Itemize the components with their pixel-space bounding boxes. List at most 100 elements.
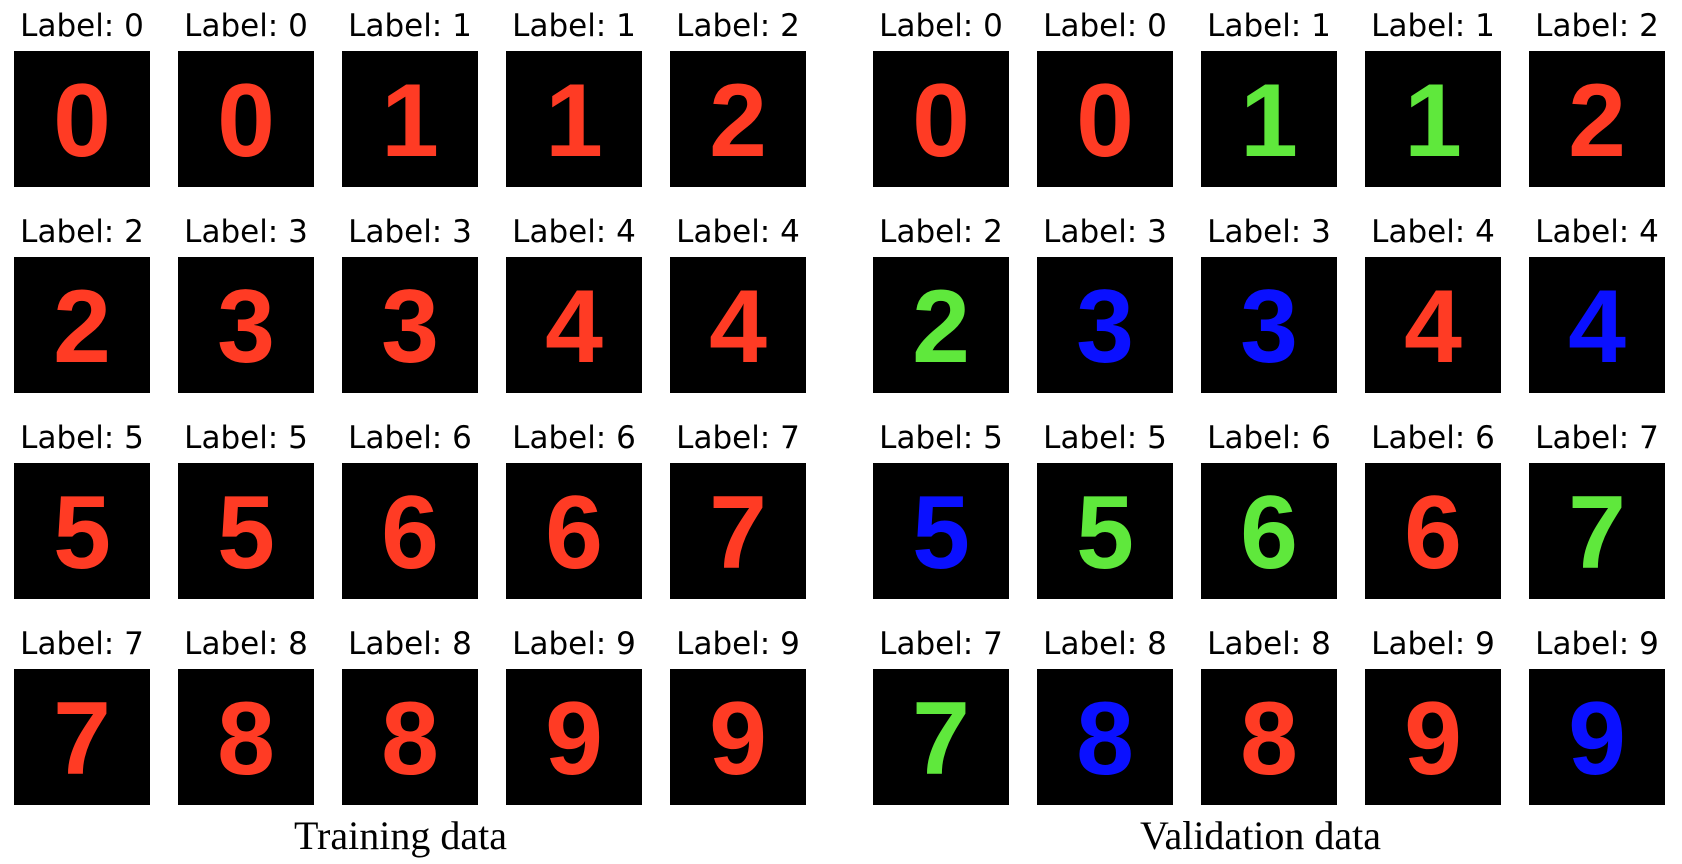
digit-label: Label: 5 — [1043, 420, 1167, 456]
digit-sample: Label: 0 0 — [178, 0, 314, 206]
digit-glyph: 0 — [912, 63, 970, 179]
digit-image: 2 — [670, 51, 806, 187]
digit-image: 3 — [1037, 257, 1173, 393]
digit-glyph: 3 — [217, 269, 275, 385]
digit-glyph: 0 — [217, 63, 275, 179]
digit-label: Label: 4 — [512, 214, 636, 250]
digit-sample: Label: 5 5 — [1037, 412, 1173, 618]
digit-sample: Label: 1 1 — [1201, 0, 1337, 206]
digit-glyph: 1 — [1404, 63, 1462, 179]
digit-image: 1 — [506, 51, 642, 187]
digit-sample: Label: 6 6 — [506, 412, 642, 618]
digit-sample: Label: 9 9 — [506, 618, 642, 824]
digit-label: Label: 2 — [879, 214, 1003, 250]
digit-glyph: 8 — [381, 681, 439, 797]
digit-image: 2 — [1529, 51, 1665, 187]
digit-glyph: 4 — [545, 269, 603, 385]
digit-glyph: 5 — [217, 475, 275, 591]
digit-glyph: 8 — [217, 681, 275, 797]
digit-sample: Label: 8 8 — [1037, 618, 1173, 824]
digit-label: Label: 6 — [512, 420, 636, 456]
digit-label: Label: 1 — [512, 8, 636, 44]
digit-sample: Label: 2 2 — [873, 206, 1009, 412]
digit-sample: Label: 2 2 — [1529, 0, 1665, 206]
digit-label: Label: 4 — [1535, 214, 1659, 250]
digit-sample: Label: 9 9 — [670, 618, 806, 824]
digit-image: 6 — [1201, 463, 1337, 599]
digit-image: 5 — [1037, 463, 1173, 599]
digit-image: 4 — [1529, 257, 1665, 393]
digit-sample: Label: 4 4 — [670, 206, 806, 412]
digit-glyph: 2 — [709, 63, 767, 179]
digit-glyph: 4 — [1404, 269, 1462, 385]
digit-glyph: 3 — [1240, 269, 1298, 385]
digit-glyph: 6 — [381, 475, 439, 591]
digit-sample: Label: 7 7 — [1529, 412, 1665, 618]
digit-sample: Label: 5 5 — [178, 412, 314, 618]
digit-image: 9 — [670, 669, 806, 805]
digit-sample: Label: 8 8 — [1201, 618, 1337, 824]
digit-glyph: 1 — [381, 63, 439, 179]
digit-image: 6 — [506, 463, 642, 599]
digit-sample: Label: 7 7 — [873, 618, 1009, 824]
digit-glyph: 9 — [545, 681, 603, 797]
digit-sample: Label: 2 2 — [670, 0, 806, 206]
digit-label: Label: 9 — [676, 626, 800, 662]
digit-label: Label: 0 — [184, 8, 308, 44]
digit-sample: Label: 0 0 — [14, 0, 150, 206]
digit-image: 6 — [342, 463, 478, 599]
digit-label: Label: 4 — [676, 214, 800, 250]
digit-image: 4 — [1365, 257, 1501, 393]
digit-glyph: 4 — [709, 269, 767, 385]
digit-glyph: 7 — [53, 681, 111, 797]
digit-sample: Label: 6 6 — [342, 412, 478, 618]
digit-glyph: 2 — [912, 269, 970, 385]
digit-sample: Label: 2 2 — [14, 206, 150, 412]
digit-image: 3 — [178, 257, 314, 393]
digit-image: 1 — [1365, 51, 1501, 187]
training-data-panel: Label: 0 0 Label: 0 0 Label: 1 1 Label: 1 1 Labe… — [14, 0, 806, 824]
digit-label: Label: 6 — [348, 420, 472, 456]
digit-label: Label: 7 — [1535, 420, 1659, 456]
digit-glyph: 8 — [1076, 681, 1134, 797]
digit-label: Label: 4 — [1371, 214, 1495, 250]
digit-label: Label: 0 — [879, 8, 1003, 44]
digit-sample: Label: 8 8 — [342, 618, 478, 824]
digit-sample: Label: 7 7 — [670, 412, 806, 618]
digit-image: 9 — [1365, 669, 1501, 805]
digit-label: Label: 9 — [512, 626, 636, 662]
digit-image: 7 — [14, 669, 150, 805]
digit-sample: Label: 1 1 — [342, 0, 478, 206]
digit-sample: Label: 3 3 — [1037, 206, 1173, 412]
digit-image: 8 — [178, 669, 314, 805]
digit-label: Label: 8 — [1043, 626, 1167, 662]
digit-glyph: 8 — [1240, 681, 1298, 797]
digit-label: Label: 6 — [1371, 420, 1495, 456]
digit-glyph: 0 — [53, 63, 111, 179]
digit-glyph: 5 — [912, 475, 970, 591]
digit-label: Label: 8 — [1207, 626, 1331, 662]
digit-glyph: 9 — [1404, 681, 1462, 797]
digit-sample: Label: 3 3 — [1201, 206, 1337, 412]
digit-label: Label: 3 — [1043, 214, 1167, 250]
digit-label: Label: 7 — [879, 626, 1003, 662]
digit-sample: Label: 1 1 — [506, 0, 642, 206]
digit-glyph: 7 — [709, 475, 767, 591]
digit-glyph: 6 — [545, 475, 603, 591]
digit-image: 8 — [342, 669, 478, 805]
training-data-caption: Training data — [294, 813, 507, 858]
digit-sample: Label: 6 6 — [1365, 412, 1501, 618]
digit-image: 5 — [873, 463, 1009, 599]
digit-sample: Label: 9 9 — [1529, 618, 1665, 824]
training-digit-grid: Label: 0 0 Label: 0 0 Label: 1 1 Label: 1 1 Labe… — [14, 0, 806, 824]
digit-image: 2 — [873, 257, 1009, 393]
digit-image: 0 — [178, 51, 314, 187]
digit-sample: Label: 7 7 — [14, 618, 150, 824]
digit-glyph: 6 — [1240, 475, 1298, 591]
digit-label: Label: 3 — [1207, 214, 1331, 250]
digit-glyph: 2 — [53, 269, 111, 385]
digit-sample: Label: 3 3 — [178, 206, 314, 412]
digit-sample: Label: 4 4 — [1529, 206, 1665, 412]
digit-glyph: 0 — [1076, 63, 1134, 179]
digit-label: Label: 9 — [1535, 626, 1659, 662]
